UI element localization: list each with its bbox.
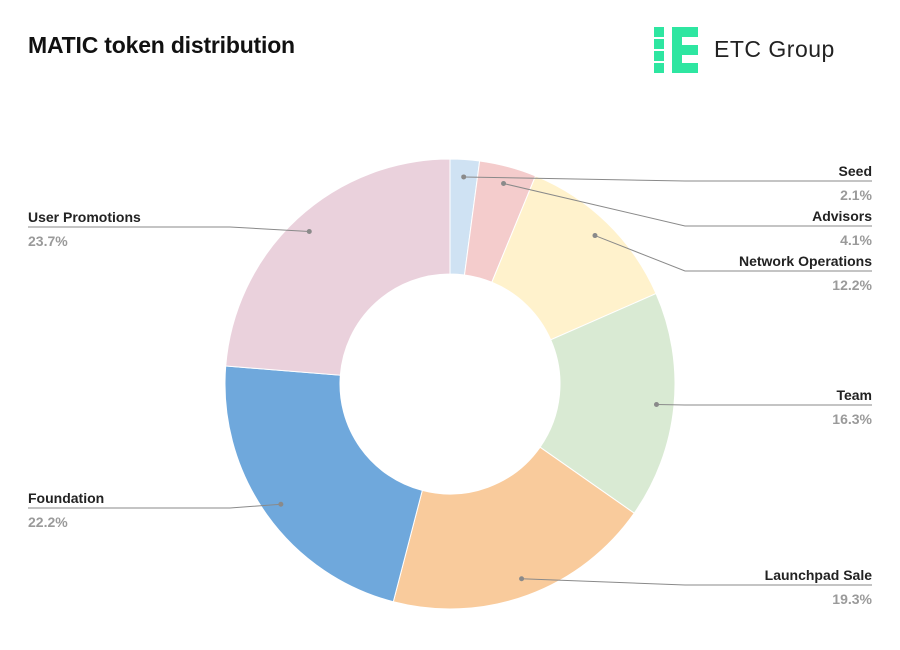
slice-value-label: 2.1% — [840, 187, 872, 203]
slice-value-label: 23.7% — [28, 233, 68, 249]
label-seed: Seed 2.1% — [461, 163, 873, 203]
slice-user-promotions — [225, 158, 451, 376]
label-foundation: Foundation 22.2% — [28, 490, 284, 530]
slice-label: Launchpad Sale — [765, 567, 873, 583]
logo-bar-3 — [654, 63, 664, 73]
page-title: MATIC token distribution — [28, 32, 295, 58]
slice-launchpad-sale — [392, 446, 635, 610]
leader-dot — [519, 576, 525, 582]
leader-dot — [501, 181, 507, 187]
leader-dot — [653, 402, 659, 408]
logo-bar-1 — [654, 39, 664, 49]
logo-arm-1 — [682, 45, 698, 55]
slice-label: Team — [836, 387, 872, 403]
slice-value-label: 22.2% — [28, 514, 68, 530]
etc-group-logo-icon — [654, 27, 698, 73]
donut-labels: Seed 2.1% Advisors 4.1% Network Operations 12… — [28, 163, 873, 607]
slice-value-label: 12.2% — [832, 277, 872, 293]
label-user-promotions: User Promotions 23.7% — [28, 209, 312, 249]
slice-label: Seed — [839, 163, 872, 179]
leader-dot — [461, 174, 467, 180]
logo-bar-0 — [654, 27, 664, 37]
slice-team — [539, 292, 676, 514]
slice-label: Foundation — [28, 490, 104, 506]
leader-line — [463, 176, 872, 182]
label-network-operations: Network Operations 12.2% — [592, 233, 873, 293]
logo-spine — [672, 27, 682, 73]
slice-label: User Promotions — [28, 209, 141, 225]
leader-line — [521, 578, 872, 586]
label-advisors: Advisors 4.1% — [501, 181, 873, 248]
slice-foundation — [224, 365, 423, 603]
leader-line — [594, 235, 872, 272]
leader-line — [28, 503, 281, 509]
donut-slices — [224, 158, 676, 610]
label-launchpad-sale: Launchpad Sale 19.3% — [519, 567, 873, 607]
leader-line — [28, 226, 310, 233]
slice-value-label: 4.1% — [840, 232, 872, 248]
slice-label: Network Operations — [739, 253, 872, 269]
slice-value-label: 19.3% — [832, 591, 872, 607]
logo-arm-0 — [682, 27, 698, 37]
slice-label: Advisors — [812, 208, 872, 224]
leader-dot — [306, 229, 312, 235]
logo-bar-2 — [654, 51, 664, 61]
leader-line — [503, 183, 872, 227]
leader-dot — [278, 501, 284, 507]
slice-value-label: 16.3% — [832, 411, 872, 427]
brand-name: ETC Group — [714, 36, 835, 62]
leader-dot — [592, 233, 598, 239]
logo-arm-2 — [682, 63, 698, 73]
label-team: Team 16.3% — [653, 387, 873, 427]
brand-logo: ETC Group — [654, 27, 869, 73]
